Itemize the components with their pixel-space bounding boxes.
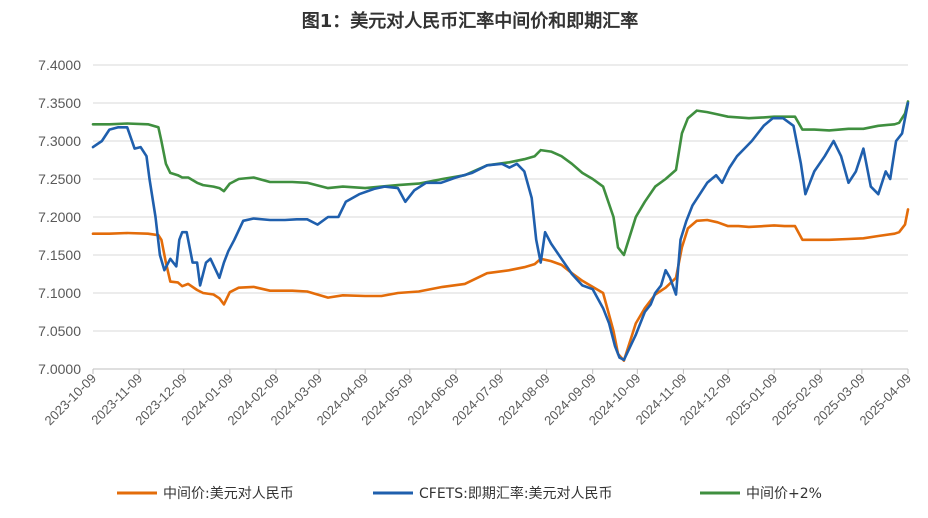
series-lines <box>91 100 910 362</box>
y-tick-label: 7.0000 <box>38 361 81 377</box>
gridlines <box>93 64 908 332</box>
y-tick-label: 7.1500 <box>38 247 81 263</box>
legend-label-2: CFETS:即期汇率:美元对人民币 <box>419 485 613 502</box>
y-tick-label: 7.4000 <box>38 57 81 73</box>
axes: 7.0000 7.0500 7.1000 7.1500 7.2000 7.2500 7.30… <box>38 57 914 428</box>
legend-label-1: 中间价:美元对人民币 <box>163 486 294 502</box>
y-tick-label: 7.2000 <box>38 209 81 225</box>
series-line-1 <box>91 208 910 362</box>
y-tick-label: 7.2500 <box>38 171 81 187</box>
series-line-3 <box>91 100 910 257</box>
y-tick-label: 7.1000 <box>38 285 81 301</box>
chart-title: 图1：美元对人民币汇率中间价和即期汇率 <box>302 10 639 32</box>
y-tick-label: 7.0500 <box>38 323 81 339</box>
legend-label-3: 中间价+2% <box>746 486 822 502</box>
series-line-2 <box>91 101 910 362</box>
legend: 中间价:美元对人民币 CFETS:即期汇率:美元对人民币 中间价+2% <box>117 485 822 502</box>
y-tick-label: 7.3500 <box>38 95 81 111</box>
y-tick-label: 7.3000 <box>38 133 81 149</box>
